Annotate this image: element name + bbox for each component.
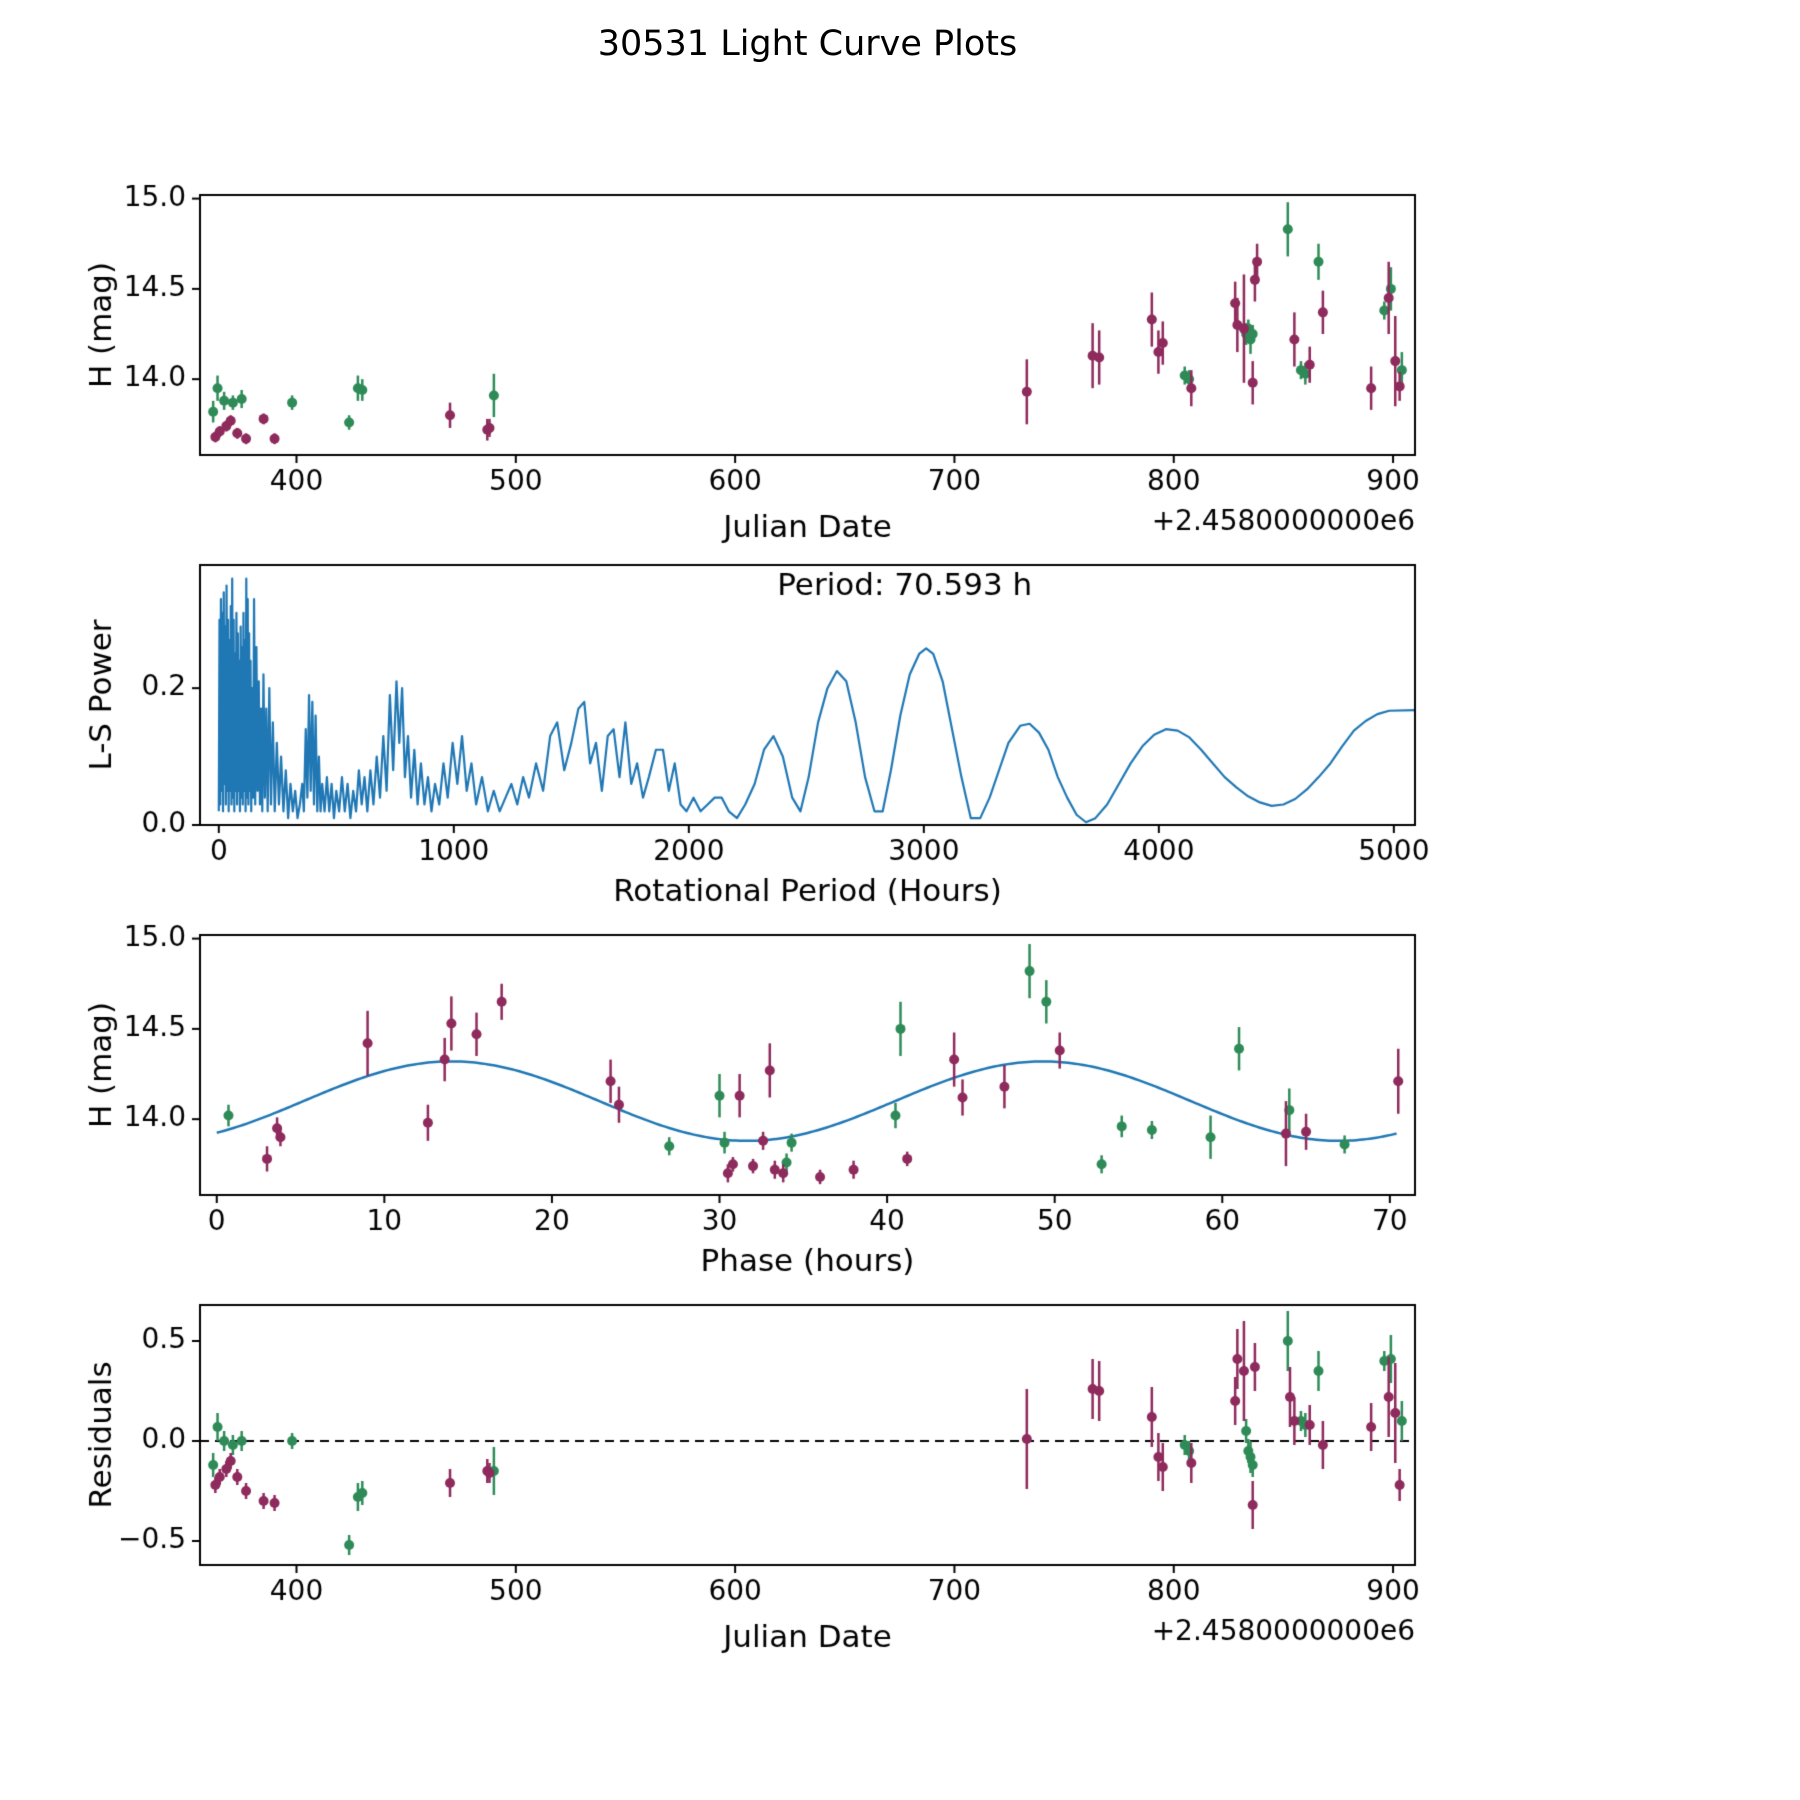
figure-title: 30531 Light Curve Plots — [597, 24, 1018, 64]
